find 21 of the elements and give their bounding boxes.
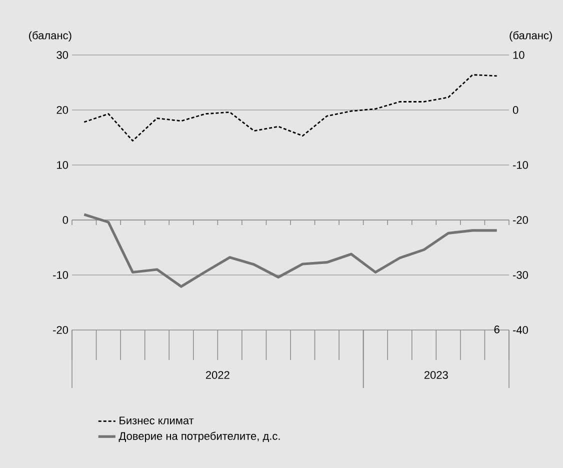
y2-tick-label: 10 <box>513 51 524 59</box>
y2-tick-label: -10 <box>513 161 528 169</box>
text: 2023 <box>424 371 448 379</box>
y-tick-label: 10 <box>57 161 68 169</box>
y2-tick-label: -40 <box>513 326 528 334</box>
y2-axis-title: (баланс) <box>510 31 552 42</box>
line-series <box>82 213 498 288</box>
y2-tick-label: -20 <box>513 216 528 224</box>
y-tick-label: -10 <box>53 271 68 279</box>
legend-label: Бизнес климат <box>120 416 194 424</box>
y-tick-label: 0 <box>62 216 68 224</box>
y-tick-label: 20 <box>56 106 68 114</box>
y2-tick-label: 0 <box>512 106 518 114</box>
line-series <box>83 74 498 142</box>
legend-label: Доверие на потребителите, д.с. <box>118 432 280 442</box>
x-tick-label: 6 <box>494 326 500 334</box>
y-tick-label: -20 <box>53 326 68 334</box>
y2-tick-label: -30 <box>513 271 528 279</box>
y-axis-title: (баланс) <box>29 31 72 42</box>
text: 2022 <box>206 371 230 379</box>
y-tick-label: 30 <box>56 51 68 59</box>
